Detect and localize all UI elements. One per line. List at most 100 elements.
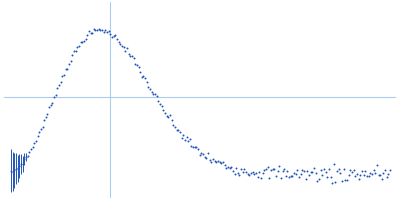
Point <box>23 156 29 159</box>
Point <box>107 32 114 35</box>
Point <box>130 57 137 60</box>
Point <box>256 170 262 173</box>
Point <box>87 31 94 34</box>
Point <box>119 44 125 48</box>
Point <box>193 145 200 148</box>
Point <box>120 45 127 49</box>
Point <box>86 30 92 33</box>
Point <box>106 29 112 32</box>
Point <box>208 160 214 163</box>
Point <box>157 102 163 105</box>
Point <box>16 164 22 168</box>
Point <box>164 115 170 118</box>
Point <box>185 140 191 143</box>
Point <box>190 146 196 149</box>
Point <box>288 175 294 178</box>
Point <box>292 172 299 175</box>
Point <box>36 131 42 134</box>
Point <box>309 171 316 174</box>
Point <box>379 177 385 181</box>
Point <box>384 176 390 179</box>
Point <box>76 44 82 47</box>
Point <box>362 170 368 173</box>
Point <box>154 95 160 98</box>
Point <box>274 170 281 173</box>
Point <box>104 30 110 33</box>
Point <box>304 169 310 172</box>
Point <box>296 175 302 179</box>
Point <box>89 31 95 34</box>
Point <box>127 54 134 57</box>
Point <box>51 96 57 99</box>
Point <box>102 28 109 32</box>
Point <box>82 38 89 41</box>
Point <box>114 38 120 41</box>
Point <box>62 68 69 71</box>
Point <box>281 167 287 171</box>
Point <box>135 66 142 69</box>
Point <box>125 52 132 55</box>
Point <box>64 67 70 70</box>
Point <box>205 152 211 155</box>
Point <box>160 108 166 111</box>
Point <box>202 155 208 158</box>
Point <box>68 59 74 63</box>
Point <box>142 77 148 80</box>
Point <box>347 168 354 171</box>
Point <box>344 178 350 181</box>
Point <box>20 162 26 165</box>
Point <box>236 174 243 177</box>
Point <box>225 166 231 169</box>
Point <box>370 169 377 172</box>
Point <box>312 171 319 175</box>
Point <box>380 172 387 175</box>
Point <box>79 40 86 43</box>
Point <box>69 53 76 56</box>
Point <box>56 84 62 87</box>
Point <box>124 47 130 50</box>
Point <box>8 169 14 172</box>
Point <box>183 135 190 138</box>
Point <box>38 127 44 130</box>
Point <box>198 151 205 154</box>
Point <box>354 173 360 176</box>
Point <box>357 173 364 177</box>
Point <box>10 170 16 173</box>
Point <box>218 162 224 165</box>
Point <box>327 175 334 179</box>
Point <box>167 113 173 116</box>
Point <box>366 175 372 178</box>
Point <box>182 138 188 141</box>
Point <box>212 159 218 163</box>
Point <box>336 168 342 171</box>
Point <box>99 29 105 32</box>
Point <box>129 54 135 57</box>
Point <box>26 151 32 154</box>
Point <box>241 167 248 170</box>
Point <box>364 175 370 178</box>
Point <box>254 175 261 178</box>
Point <box>140 74 147 77</box>
Point <box>116 40 122 44</box>
Point <box>372 171 378 174</box>
Point <box>316 178 322 181</box>
Point <box>155 99 162 102</box>
Point <box>283 174 289 177</box>
Point <box>298 172 304 175</box>
Point <box>329 181 335 184</box>
Point <box>14 167 21 170</box>
Point <box>332 180 339 184</box>
Point <box>177 130 183 133</box>
Point <box>253 171 259 174</box>
Point <box>326 167 332 170</box>
Point <box>34 134 41 137</box>
Point <box>377 173 383 176</box>
Point <box>145 86 152 89</box>
Point <box>346 174 352 177</box>
Point <box>58 80 64 84</box>
Point <box>188 145 195 148</box>
Point <box>306 174 312 177</box>
Point <box>263 167 269 170</box>
Point <box>216 161 223 164</box>
Point <box>200 153 206 156</box>
